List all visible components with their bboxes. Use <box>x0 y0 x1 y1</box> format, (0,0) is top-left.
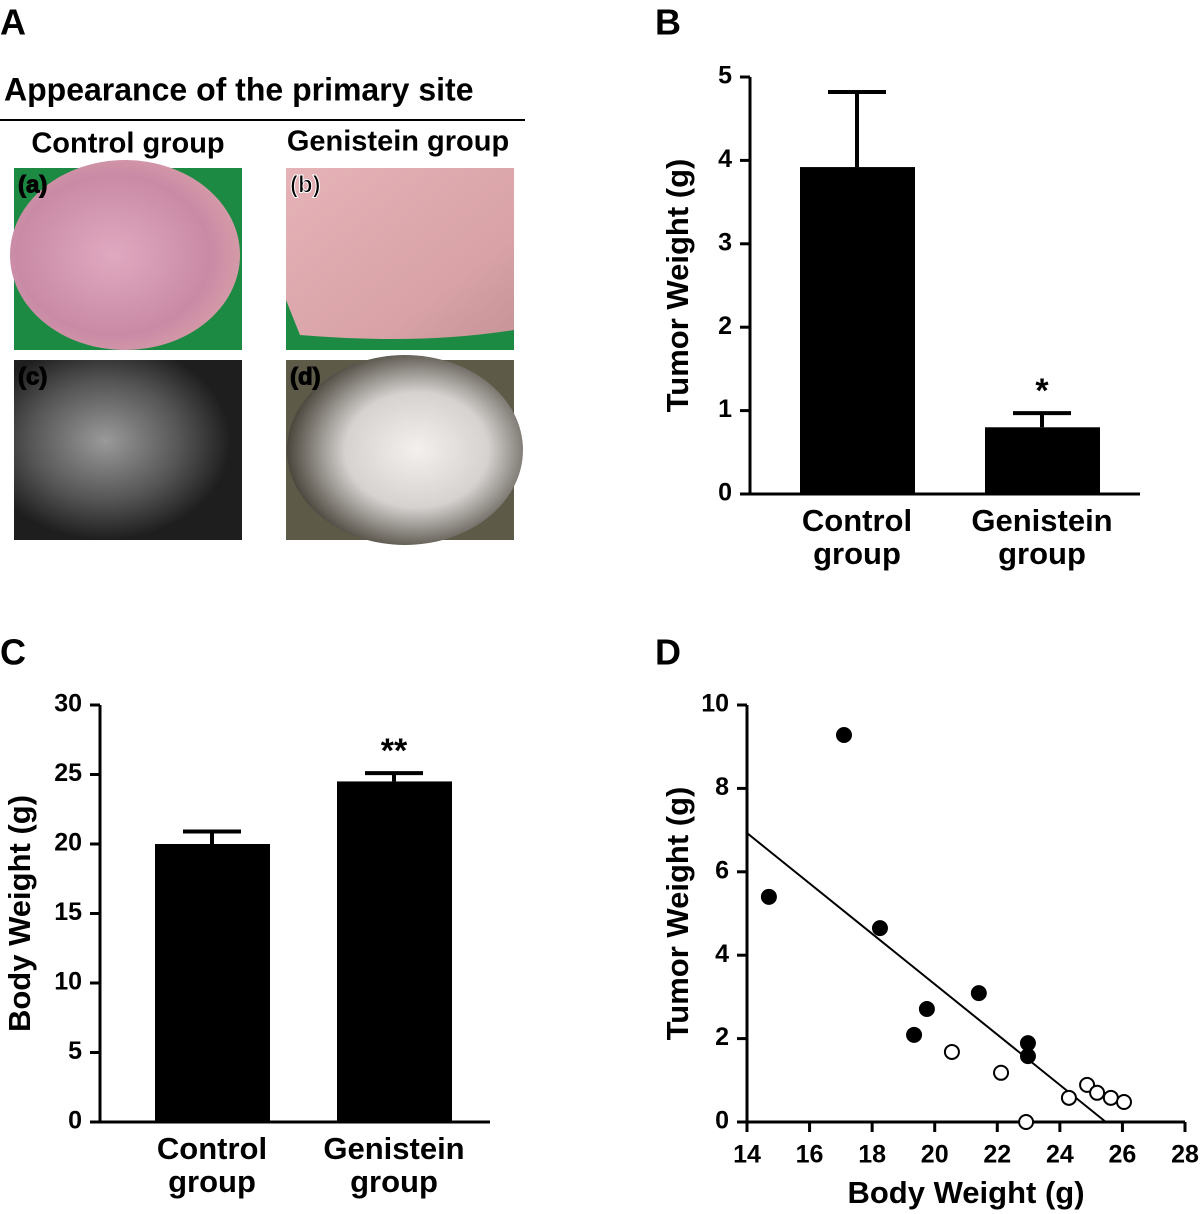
data-point <box>1102 1089 1119 1106</box>
x-tick-label: 24 <box>1046 1141 1074 1169</box>
photo-d <box>287 355 523 545</box>
y-tick-label: 2 <box>715 1023 729 1051</box>
y-tick-label: 0 <box>68 1107 82 1135</box>
photo-label: (b) <box>290 171 321 198</box>
bar <box>985 427 1100 494</box>
y-tick-label: 0 <box>718 479 732 507</box>
x-tick-label: 14 <box>733 1141 761 1169</box>
x-tick-label: Genistein group <box>323 1131 465 1199</box>
panel-label: C <box>0 632 26 673</box>
y-tick-label: 15 <box>54 898 82 926</box>
bar <box>800 167 915 494</box>
trend-line <box>746 832 1107 1123</box>
y-axis-title: Tumor Weight (g) <box>660 159 695 413</box>
data-point <box>1060 1089 1077 1106</box>
data-point <box>1019 1035 1036 1052</box>
y-tick-label: 5 <box>68 1037 82 1065</box>
column-header: Control group <box>31 128 224 160</box>
x-tick-label: Control group <box>156 1131 268 1199</box>
bar <box>155 844 270 1122</box>
x-tick-label: Control group <box>801 503 913 571</box>
x-tick-label: 28 <box>1171 1141 1199 1169</box>
y-tick-label: 0 <box>715 1107 729 1135</box>
column-header: Genistein group <box>287 126 509 158</box>
photo-c <box>14 360 242 540</box>
y-tick-label: 2 <box>718 312 732 340</box>
y-tick-label: 25 <box>54 759 82 787</box>
y-tick-label: 8 <box>715 773 729 801</box>
y-axis-title: Body Weight (g) <box>2 795 37 1032</box>
panel-label: A <box>0 2 26 43</box>
x-tick-label: 22 <box>983 1141 1011 1169</box>
y-axis-title: Tumor Weight (g) <box>660 787 695 1041</box>
panel-label: B <box>655 2 681 43</box>
x-axis-title: Body Weight (g) <box>847 1175 1084 1210</box>
data-point <box>1089 1084 1106 1101</box>
data-point <box>1018 1114 1035 1130</box>
significance-mark: * <box>1035 372 1049 410</box>
data-point <box>906 1026 923 1043</box>
photo-label: (d) <box>290 363 321 390</box>
data-point <box>1115 1093 1132 1110</box>
data-point <box>943 1043 960 1060</box>
panel-title: Appearance of the primary site <box>4 71 473 107</box>
data-point <box>918 1000 935 1017</box>
bar <box>337 781 452 1122</box>
y-tick-label: 4 <box>718 145 732 173</box>
data-point <box>993 1064 1010 1081</box>
photo-a <box>10 160 240 350</box>
panel-label: D <box>655 632 681 673</box>
x-tick-label: 16 <box>796 1141 824 1169</box>
data-point <box>760 888 777 905</box>
significance-mark: ** <box>381 732 408 770</box>
photo-label: (a) <box>18 171 47 198</box>
data-point <box>970 985 987 1002</box>
photo-b <box>286 168 514 339</box>
y-tick-label: 3 <box>718 228 732 256</box>
y-tick-label: 1 <box>718 395 732 423</box>
x-tick-label: 20 <box>921 1141 949 1169</box>
y-tick-label: 10 <box>701 690 729 718</box>
y-tick-label: 4 <box>715 940 729 968</box>
y-tick-label: 5 <box>718 62 732 90</box>
data-point <box>871 920 888 937</box>
data-point <box>835 727 852 744</box>
x-tick-label: 26 <box>1109 1141 1137 1169</box>
y-tick-label: 30 <box>54 690 82 718</box>
y-tick-label: 6 <box>715 856 729 884</box>
x-tick-label: 18 <box>858 1141 886 1169</box>
y-tick-label: 20 <box>54 829 82 857</box>
y-tick-label: 10 <box>54 968 82 996</box>
x-tick-label: Genistein group <box>971 503 1113 571</box>
data-point <box>1019 1048 1036 1065</box>
photo-label: (c) <box>18 363 47 390</box>
